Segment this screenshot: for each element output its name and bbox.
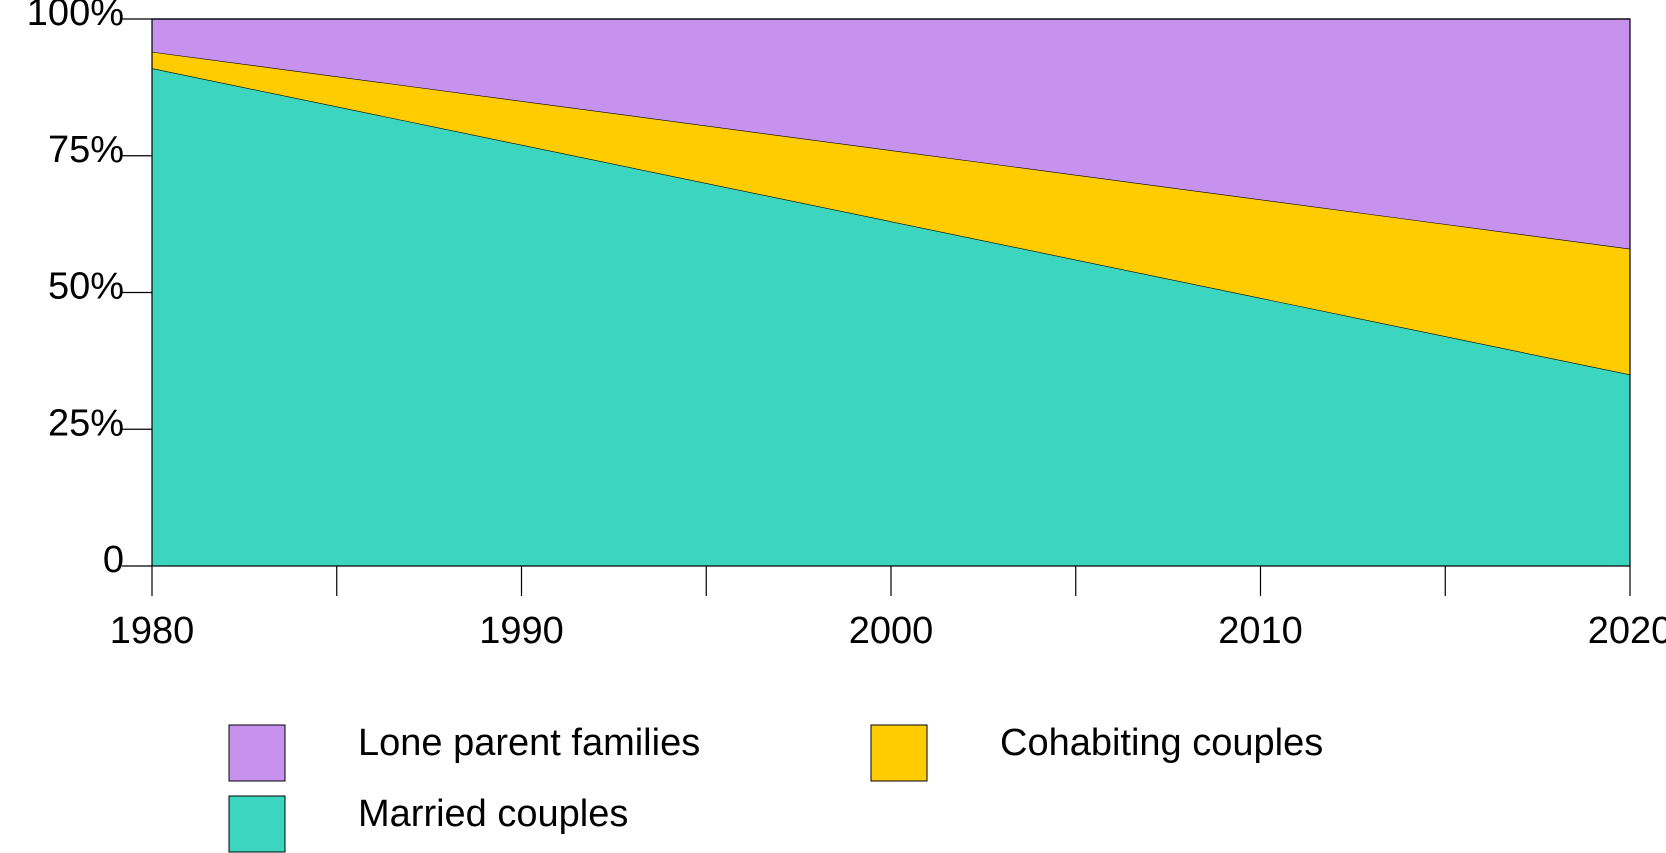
- x-tick-label: 2010: [1218, 610, 1303, 652]
- legend-label: Married couples: [358, 793, 628, 835]
- y-tick-label: 100%: [27, 0, 124, 34]
- x-tick-label: 1990: [479, 610, 564, 652]
- area: [152, 51, 1630, 375]
- area: [152, 68, 1630, 566]
- y-tick-label: 25%: [48, 402, 124, 444]
- y-tick-label: 75%: [48, 129, 124, 171]
- legend-swatch: [228, 724, 286, 782]
- legend-swatch: [870, 724, 928, 782]
- area: [152, 19, 1630, 249]
- y-tick-label: 0: [103, 539, 124, 581]
- y-tick-label: 50%: [48, 266, 124, 308]
- legend-label: Cohabiting couples: [1000, 722, 1323, 764]
- x-tick-label: 1980: [110, 610, 195, 652]
- x-tick-label: 2000: [849, 610, 934, 652]
- legend-label: Lone parent families: [358, 722, 700, 764]
- legend-swatch: [228, 795, 286, 853]
- x-tick-label: 2020: [1588, 610, 1666, 652]
